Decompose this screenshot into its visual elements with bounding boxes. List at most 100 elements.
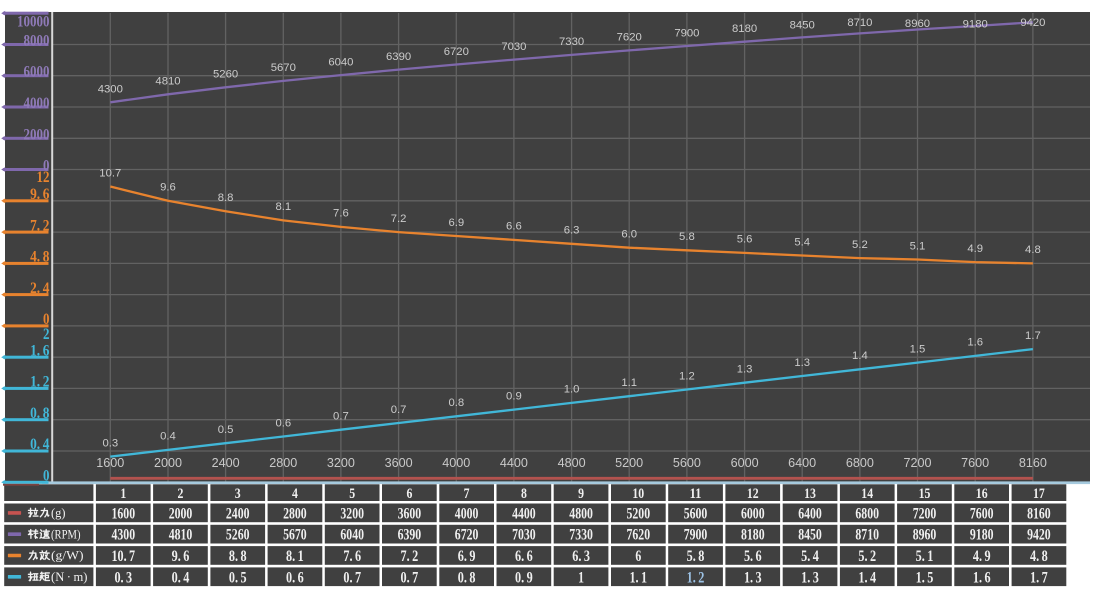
- svg-text:8160: 8160: [1027, 505, 1051, 522]
- svg-text:2800: 2800: [283, 505, 307, 522]
- svg-text:5600: 5600: [684, 505, 708, 522]
- svg-text:5260: 5260: [226, 527, 250, 544]
- svg-text:5.8: 5.8: [679, 231, 695, 243]
- svg-text:6390: 6390: [386, 51, 411, 63]
- svg-text:4000: 4000: [455, 505, 479, 522]
- svg-text:4800: 4800: [569, 505, 593, 522]
- svg-text:4.9: 4.9: [967, 243, 983, 255]
- svg-text:1. 7: 1. 7: [1030, 569, 1048, 586]
- svg-text:6.6: 6.6: [506, 221, 522, 233]
- svg-text:1.7: 1.7: [1025, 330, 1041, 342]
- svg-text:8710: 8710: [847, 17, 872, 29]
- svg-text:6800: 6800: [846, 456, 874, 470]
- svg-text:8000: 8000: [24, 33, 50, 50]
- svg-text:5600: 5600: [673, 456, 701, 470]
- svg-text:7200: 7200: [903, 456, 931, 470]
- svg-text:7. 2: 7. 2: [401, 548, 419, 565]
- svg-text:4. 9: 4. 9: [973, 548, 991, 565]
- svg-text:1.0: 1.0: [564, 384, 580, 396]
- svg-text:4400: 4400: [512, 505, 536, 522]
- svg-text:6: 6: [406, 486, 412, 502]
- svg-text:10: 10: [632, 486, 644, 502]
- svg-text:7330: 7330: [559, 36, 584, 48]
- svg-text:9.6: 9.6: [160, 182, 176, 194]
- svg-text:8180: 8180: [732, 23, 757, 35]
- svg-text:6: 6: [635, 548, 641, 565]
- svg-text:0. 8: 0. 8: [458, 569, 476, 586]
- svg-text:8710: 8710: [855, 527, 879, 544]
- svg-text:0. 4: 0. 4: [172, 569, 190, 586]
- svg-text:1. 2: 1. 2: [687, 569, 705, 586]
- svg-text:3200: 3200: [327, 456, 355, 470]
- svg-text:8.8: 8.8: [218, 192, 234, 204]
- svg-text:0.7: 0.7: [333, 411, 349, 423]
- svg-text:7: 7: [464, 486, 470, 502]
- svg-text:6390: 6390: [398, 527, 422, 544]
- svg-text:12: 12: [37, 169, 50, 186]
- svg-text:9180: 9180: [963, 19, 988, 31]
- svg-text:2000: 2000: [154, 456, 182, 470]
- svg-text:(g/W): (g/W): [51, 549, 84, 563]
- svg-text:2. 4: 2. 4: [30, 280, 49, 297]
- svg-text:1. 2: 1. 2: [30, 374, 49, 391]
- svg-text:5. 2: 5. 2: [858, 548, 876, 565]
- svg-text:7330: 7330: [569, 527, 593, 544]
- svg-text:4300: 4300: [112, 527, 136, 544]
- svg-text:3600: 3600: [398, 505, 422, 522]
- svg-text:0. 3: 0. 3: [114, 569, 132, 586]
- svg-text:4.8: 4.8: [1025, 244, 1041, 256]
- svg-text:17: 17: [1033, 486, 1045, 502]
- svg-text:2000: 2000: [24, 126, 50, 143]
- svg-text:4000: 4000: [24, 95, 50, 112]
- svg-text:4800: 4800: [558, 456, 586, 470]
- svg-text:1.2: 1.2: [679, 370, 695, 382]
- svg-text:4: 4: [292, 486, 298, 502]
- svg-text:2400: 2400: [226, 505, 250, 522]
- svg-text:1600: 1600: [96, 456, 124, 470]
- svg-text:1.6: 1.6: [967, 337, 983, 349]
- svg-text:0.9: 0.9: [506, 390, 522, 402]
- svg-text:1.3: 1.3: [794, 357, 810, 369]
- svg-text:8.1: 8.1: [275, 201, 291, 213]
- svg-text:0.5: 0.5: [218, 424, 234, 436]
- svg-text:8960: 8960: [913, 527, 937, 544]
- svg-text:8. 1: 8. 1: [286, 548, 304, 565]
- svg-text:6000: 6000: [24, 64, 50, 81]
- svg-text:0. 5: 0. 5: [229, 569, 247, 586]
- svg-text:12: 12: [747, 486, 759, 502]
- svg-text:4810: 4810: [169, 527, 193, 544]
- svg-text:1. 3: 1. 3: [744, 569, 762, 586]
- svg-text:4810: 4810: [155, 76, 180, 88]
- svg-text:1600: 1600: [112, 505, 136, 522]
- svg-text:7. 6: 7. 6: [343, 548, 361, 565]
- svg-text:5. 4: 5. 4: [801, 548, 819, 565]
- svg-text:6000: 6000: [731, 456, 759, 470]
- svg-text:1.1: 1.1: [621, 377, 637, 389]
- svg-text:5200: 5200: [627, 505, 651, 522]
- svg-text:1. 6: 1. 6: [973, 569, 991, 586]
- svg-text:7900: 7900: [674, 27, 699, 39]
- svg-text:6720: 6720: [455, 527, 479, 544]
- svg-text:5670: 5670: [271, 62, 296, 74]
- svg-text:0: 0: [43, 311, 50, 328]
- svg-text:5260: 5260: [213, 69, 238, 81]
- svg-text:4300: 4300: [98, 84, 123, 96]
- svg-text:0: 0: [43, 158, 50, 175]
- svg-text:7. 2: 7. 2: [30, 217, 49, 234]
- svg-text:(N · m): (N · m): [51, 570, 88, 584]
- svg-text:1. 5: 1. 5: [916, 569, 934, 586]
- svg-text:3200: 3200: [340, 505, 364, 522]
- svg-text:8960: 8960: [905, 18, 930, 30]
- svg-text:3600: 3600: [385, 456, 413, 470]
- svg-text:8180: 8180: [741, 527, 765, 544]
- svg-text:7900: 7900: [684, 527, 708, 544]
- svg-text:0. 7: 0. 7: [401, 569, 419, 586]
- svg-text:(g): (g): [51, 506, 66, 520]
- svg-text:7600: 7600: [970, 505, 994, 522]
- svg-text:5.1: 5.1: [910, 240, 926, 252]
- svg-text:5.4: 5.4: [794, 236, 810, 248]
- svg-text:8450: 8450: [798, 527, 822, 544]
- svg-text:10.7: 10.7: [99, 167, 121, 179]
- svg-text:5. 1: 5. 1: [916, 548, 934, 565]
- svg-text:6.0: 6.0: [621, 229, 637, 241]
